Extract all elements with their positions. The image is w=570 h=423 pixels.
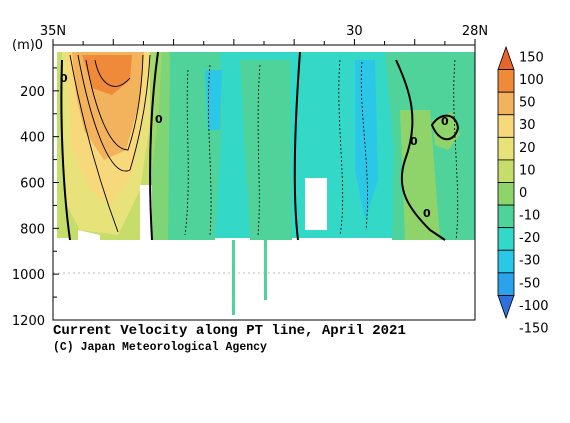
field-zone-nearzero-east-jet <box>150 52 170 240</box>
field-nodata-notch <box>305 178 327 230</box>
contour-label: 0 <box>410 135 418 148</box>
contour-positive-10 <box>69 54 119 233</box>
field-zone-cyan-patch <box>205 70 222 130</box>
contour-positive-30 <box>85 54 144 151</box>
contour-negative-d <box>338 59 344 236</box>
colorbar-label: -50 <box>519 276 540 291</box>
colorbar-label: -100 <box>519 299 549 314</box>
field-spike-b <box>264 240 267 300</box>
y-tick-label: 600 <box>20 177 45 192</box>
contour-label: 0 <box>423 207 431 220</box>
colorbar-label: 10 <box>519 163 536 178</box>
zero-contour-jet-edge <box>149 51 159 241</box>
colorbar-label: 50 <box>519 96 536 111</box>
colorbar-cell <box>497 114 515 138</box>
contour-label: 0 <box>60 72 68 85</box>
contour-labels: 0 0 0 0 0 <box>60 72 449 220</box>
colorbar-cell <box>497 159 515 183</box>
colorbar-cell <box>497 182 515 206</box>
contour-positive-50 <box>94 59 131 87</box>
field-zone-positive-50 <box>82 55 132 95</box>
contour-negative-a <box>184 69 189 236</box>
contour-label: 0 <box>441 115 449 128</box>
zero-contour-east <box>395 59 446 241</box>
x-tick-label: 30 <box>346 24 363 39</box>
colorbar-label: 30 <box>519 118 536 133</box>
zero-contour-loop <box>430 114 460 141</box>
colorbar-cell <box>497 249 515 274</box>
chart-credit: (C) Japan Meteorological Agency <box>53 341 267 354</box>
y-axis: 0 200 400 600 800 1000 1200 <box>12 38 59 329</box>
colorbar-label: -150 <box>519 321 549 336</box>
colorbar-label: 100 <box>519 73 544 88</box>
field-zone-cyan-core <box>355 60 378 220</box>
field-spike-a <box>232 240 235 315</box>
colorbar-label: 0 <box>519 186 527 201</box>
x-axis: 35N 30 28N <box>40 24 488 45</box>
field-nodata-block <box>140 185 152 245</box>
contour-negative-c <box>257 64 261 236</box>
chart-title: Current Velocity along PT line, April 20… <box>53 323 406 339</box>
colorbar-cell <box>497 272 515 296</box>
colorbar-label: -20 <box>519 231 540 246</box>
y-tick-label: 0 <box>35 38 43 53</box>
contour-negative-f <box>453 59 459 241</box>
colorbar-label: 150 <box>519 50 544 65</box>
contour-lines <box>60 51 460 241</box>
colorbar-label: 20 <box>519 141 536 156</box>
colorbar-label: -10 <box>519 209 540 224</box>
contour-label: 0 <box>155 113 163 126</box>
contour-negative-b <box>208 64 212 236</box>
colorbar-cell <box>497 91 515 116</box>
colorbar-cell <box>497 295 515 320</box>
velocity-field <box>57 52 475 320</box>
field-nodata-mask <box>57 230 475 320</box>
field-zone-green-mid <box>240 60 292 240</box>
y-tick-label: 1000 <box>12 268 45 283</box>
colorbar-cell <box>497 69 515 93</box>
x-tick-label: 35N <box>40 24 66 39</box>
y-tick-label: 400 <box>20 131 45 146</box>
colorbar-cell <box>497 136 515 161</box>
x-tick-label: 28N <box>462 24 488 39</box>
contour-positive-20 <box>77 54 151 172</box>
colorbar-label: -30 <box>519 254 540 269</box>
y-tick-label: 200 <box>20 85 45 100</box>
colorbar-cell <box>497 45 515 70</box>
y-axis-unit-label: (m) <box>12 38 35 53</box>
y-tick-label: 800 <box>20 222 45 237</box>
colorbar-cell <box>497 227 515 251</box>
contour-negative-e <box>360 61 368 231</box>
field-zone-nearzero-band2 <box>432 112 460 150</box>
zero-contour-mid <box>293 51 301 241</box>
y-tick-label: 1200 <box>12 314 45 329</box>
zero-contour-west <box>60 59 71 241</box>
colorbar-cell <box>497 204 515 229</box>
